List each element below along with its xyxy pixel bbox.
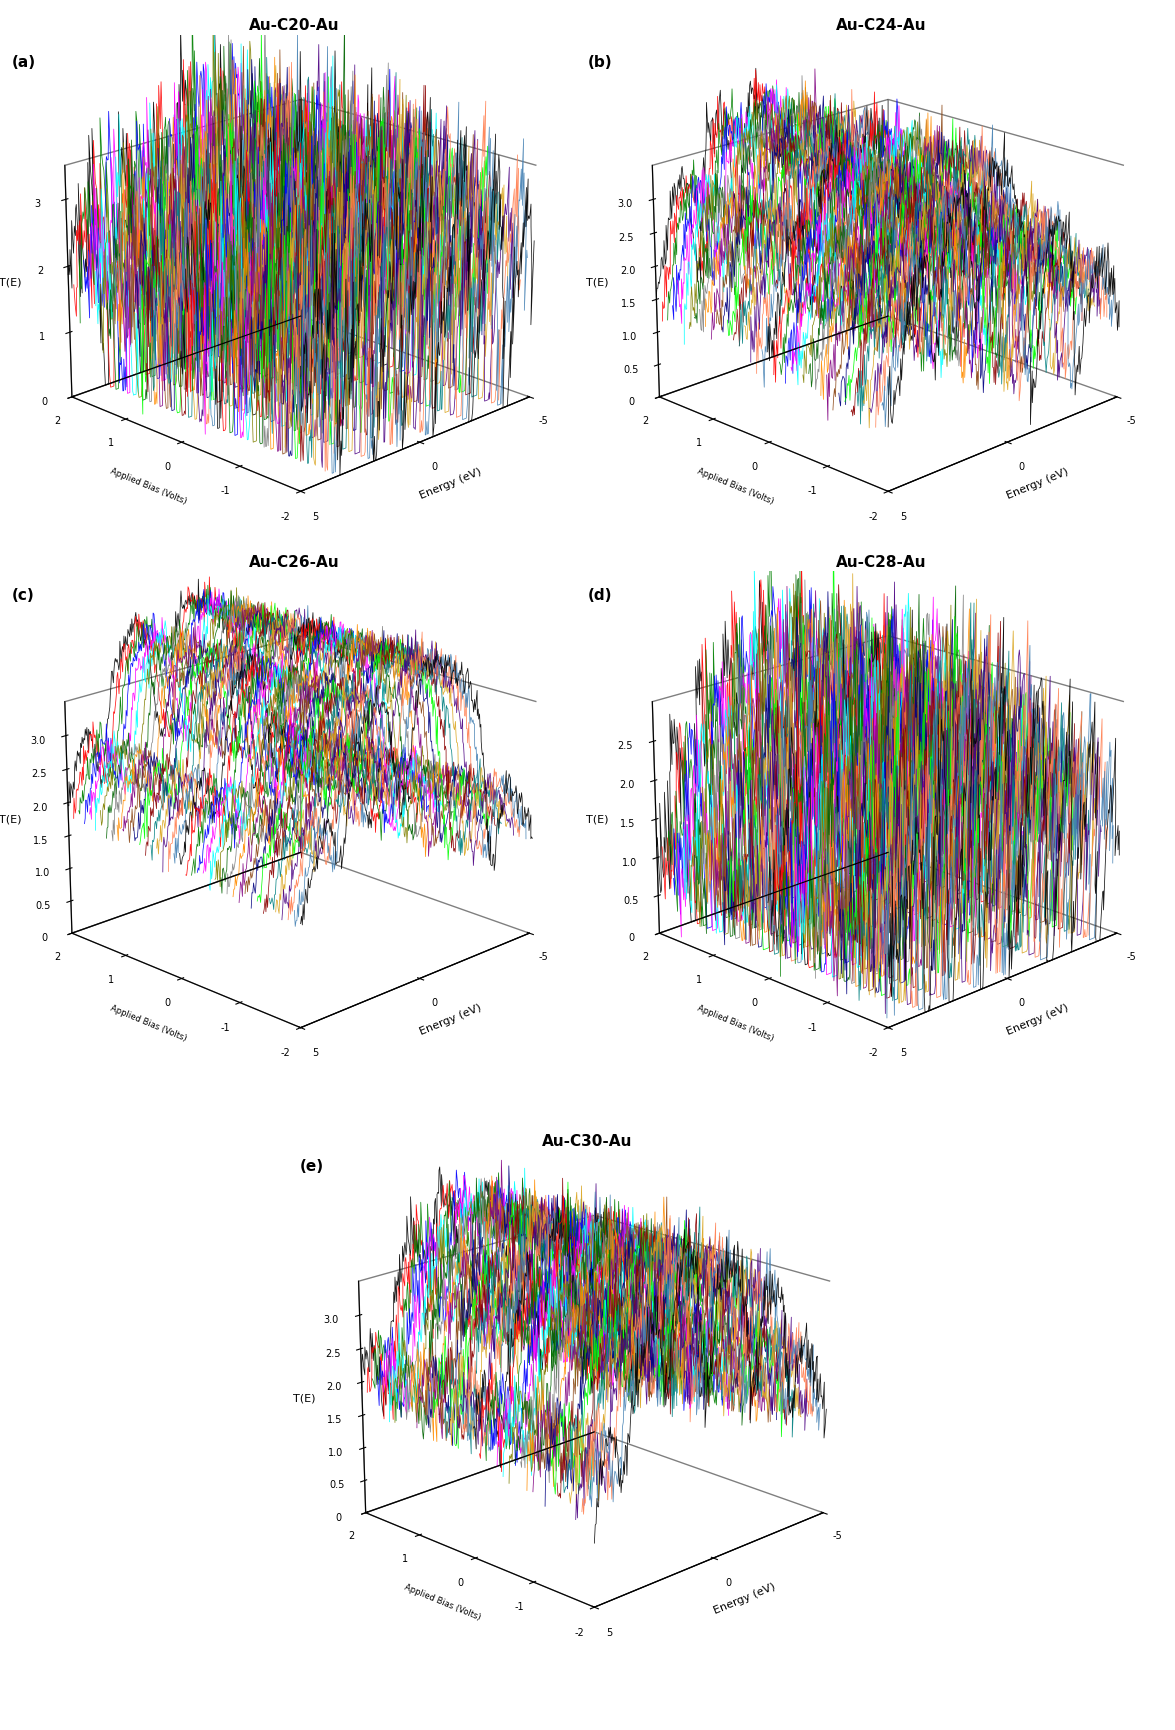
X-axis label: Energy (eV): Energy (eV) — [1006, 465, 1070, 500]
Y-axis label: Applied Bias (Volts): Applied Bias (Volts) — [109, 467, 188, 507]
Title: Au-C28-Au: Au-C28-Au — [835, 555, 927, 569]
Text: (e): (e) — [300, 1159, 324, 1175]
X-axis label: Energy (eV): Energy (eV) — [418, 465, 483, 500]
Title: Au-C20-Au: Au-C20-Au — [248, 19, 340, 33]
Title: Au-C30-Au: Au-C30-Au — [543, 1135, 632, 1149]
Text: (d): (d) — [588, 588, 612, 604]
X-axis label: Energy (eV): Energy (eV) — [712, 1581, 777, 1616]
X-axis label: Energy (eV): Energy (eV) — [418, 1002, 483, 1036]
Text: (c): (c) — [12, 588, 34, 604]
X-axis label: Energy (eV): Energy (eV) — [1006, 1002, 1070, 1036]
Y-axis label: Applied Bias (Volts): Applied Bias (Volts) — [109, 1003, 188, 1043]
Title: Au-C24-Au: Au-C24-Au — [835, 19, 927, 33]
Y-axis label: Applied Bias (Volts): Applied Bias (Volts) — [403, 1583, 482, 1623]
Y-axis label: Applied Bias (Volts): Applied Bias (Volts) — [697, 467, 776, 507]
Text: (a): (a) — [12, 55, 36, 71]
Text: (b): (b) — [588, 55, 612, 71]
Title: Au-C26-Au: Au-C26-Au — [248, 555, 340, 569]
Y-axis label: Applied Bias (Volts): Applied Bias (Volts) — [697, 1003, 776, 1043]
